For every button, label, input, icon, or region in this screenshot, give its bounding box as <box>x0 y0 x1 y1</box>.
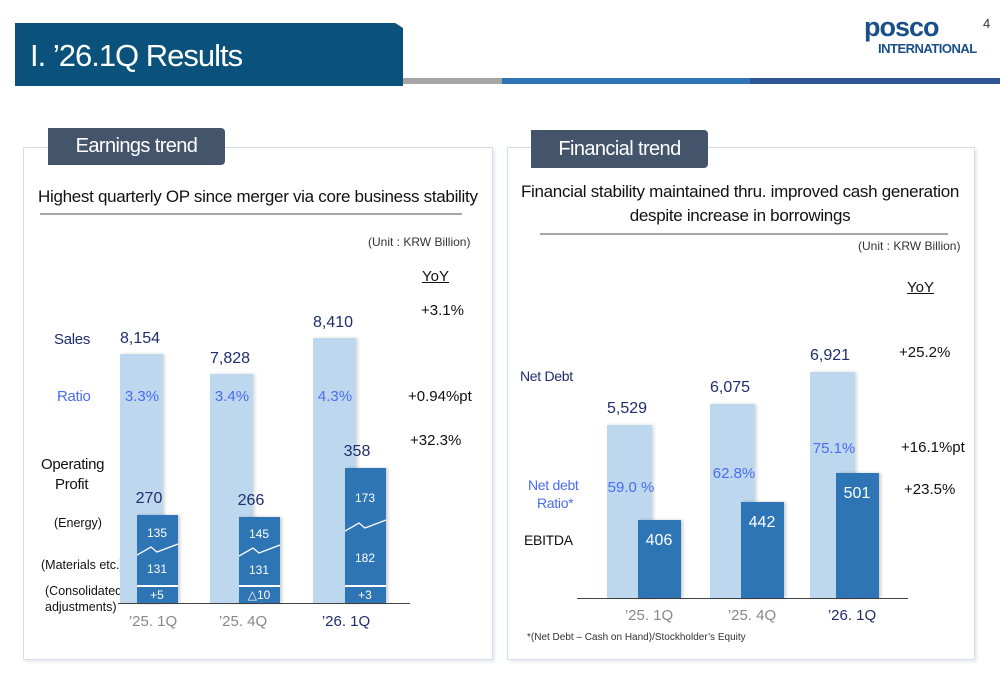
page-number: 4 <box>983 16 991 31</box>
row-label-op-1: Operating <box>41 456 105 473</box>
row-label-op-2: Profit <box>55 476 89 493</box>
financial-panel <box>507 147 975 660</box>
x-tick-label: ’26. 1Q <box>827 607 877 624</box>
net-debt-value-label: 6,921 <box>809 347 851 365</box>
ebitda-bar <box>741 501 784 598</box>
op-value-label: 266 <box>237 492 265 510</box>
segment-divider <box>239 585 280 587</box>
yoy-header: YoY <box>907 279 934 296</box>
row-label-ratio-2: Ratio* <box>537 495 574 511</box>
earnings-subtitle: Highest quarterly OP since merger via co… <box>38 187 478 206</box>
yoy-net-debt: +25.2% <box>899 344 951 361</box>
op-bar <box>239 517 280 603</box>
ebitda-value-label: 442 <box>748 513 776 531</box>
ratio-label: 4.3% <box>317 388 353 405</box>
page-title: I. ’26.1Q Results <box>30 38 243 73</box>
x-axis <box>118 603 410 604</box>
energy-segment-label: 173 <box>354 490 376 505</box>
net-debt-ratio-label: 75.1% <box>812 440 856 457</box>
net-debt-value-label: 5,529 <box>606 400 648 418</box>
op-bar <box>345 468 386 603</box>
logo-posco: posco <box>864 12 940 42</box>
x-tick-label: ’25. 4Q <box>218 613 268 630</box>
row-label-net-debt: Net Debt <box>520 368 573 384</box>
op-value-label: 270 <box>135 490 163 508</box>
row-label-ratio: Ratio <box>57 388 91 405</box>
net-debt-ratio-label: 59.0 % <box>607 479 655 496</box>
ebitda-bar <box>638 519 681 598</box>
net-debt-value-label: 6,075 <box>709 379 751 397</box>
yoy-header: YoY <box>422 268 449 285</box>
row-label-adj-1: (Consolidated <box>45 584 123 598</box>
segment-divider <box>345 585 386 587</box>
x-tick-label: ’26. 1Q <box>321 613 371 630</box>
yoy-ratio: +0.94%pt <box>408 388 472 405</box>
zigzag-divider <box>345 519 386 535</box>
subtitle-rule <box>540 233 948 235</box>
energy-segment-label: 135 <box>146 525 168 540</box>
energy-segment-label: 145 <box>248 527 270 542</box>
x-axis <box>577 598 908 599</box>
sales-value-label: 8,410 <box>312 313 354 331</box>
x-tick-label: ’25. 4Q <box>727 607 777 624</box>
segment-divider <box>137 585 178 587</box>
header-stripe-navy <box>750 78 1000 84</box>
header-stripe-gray <box>403 78 502 84</box>
financial-subtitle-2: despite increase in borrowings <box>629 206 851 225</box>
unit-label: (Unit : KRW Billion) <box>368 235 471 249</box>
net-debt-ratio-label: 62.8% <box>712 465 756 482</box>
sales-value-label: 8,154 <box>119 329 161 347</box>
ebitda-bar <box>836 472 879 598</box>
yoy-ebitda: +23.5% <box>904 481 956 498</box>
ratio-label: 3.4% <box>214 388 250 405</box>
op-bar <box>137 515 178 603</box>
sales-value-label: 7,828 <box>209 349 251 367</box>
zigzag-divider <box>137 542 178 559</box>
yoy-op: +32.3% <box>410 432 462 449</box>
row-label-energy: (Energy) <box>54 516 102 530</box>
logo-international: INTERNATIONAL <box>878 41 977 56</box>
row-label-ratio-1: Net debt <box>528 477 579 493</box>
x-tick-label: ’25. 1Q <box>128 613 178 630</box>
ebitda-value-label: 501 <box>843 484 871 502</box>
adjustments-segment-label: △10 <box>247 588 271 602</box>
op-value-label: 358 <box>343 443 371 461</box>
adjustments-segment-label: +5 <box>150 588 164 602</box>
zigzag-divider <box>239 543 280 560</box>
adjustments-segment-label: +3 <box>358 588 372 602</box>
row-label-adj-2: adjustments) <box>45 600 117 614</box>
ebitda-value-label: 406 <box>645 531 673 549</box>
yoy-ratio: +16.1%pt <box>901 439 965 456</box>
row-label-ebitda: EBITDA <box>524 532 573 548</box>
earnings-tab: Earnings trend <box>48 128 225 165</box>
financial-tab: Financial trend <box>531 130 708 168</box>
footnote: *(Net Debt – Cash on Hand)/Stockholder’s… <box>527 632 746 643</box>
subtitle-rule <box>40 213 462 215</box>
financial-subtitle-1: Financial stability maintained thru. imp… <box>520 182 960 201</box>
x-tick-label: ’25. 1Q <box>624 607 674 624</box>
earnings-panel <box>23 147 493 660</box>
row-label-sales: Sales <box>54 331 91 348</box>
unit-label: (Unit : KRW Billion) <box>858 239 961 253</box>
ratio-label: 3.3% <box>124 388 160 405</box>
materials-segment-label: 182 <box>354 550 376 565</box>
yoy-sales: +3.1% <box>421 302 464 319</box>
materials-segment-label: 131 <box>146 562 168 577</box>
title-banner <box>15 23 403 86</box>
materials-segment-label: 131 <box>248 562 270 577</box>
row-label-materials: (Materials etc.) <box>41 558 124 572</box>
header-stripe-blue <box>502 78 750 84</box>
